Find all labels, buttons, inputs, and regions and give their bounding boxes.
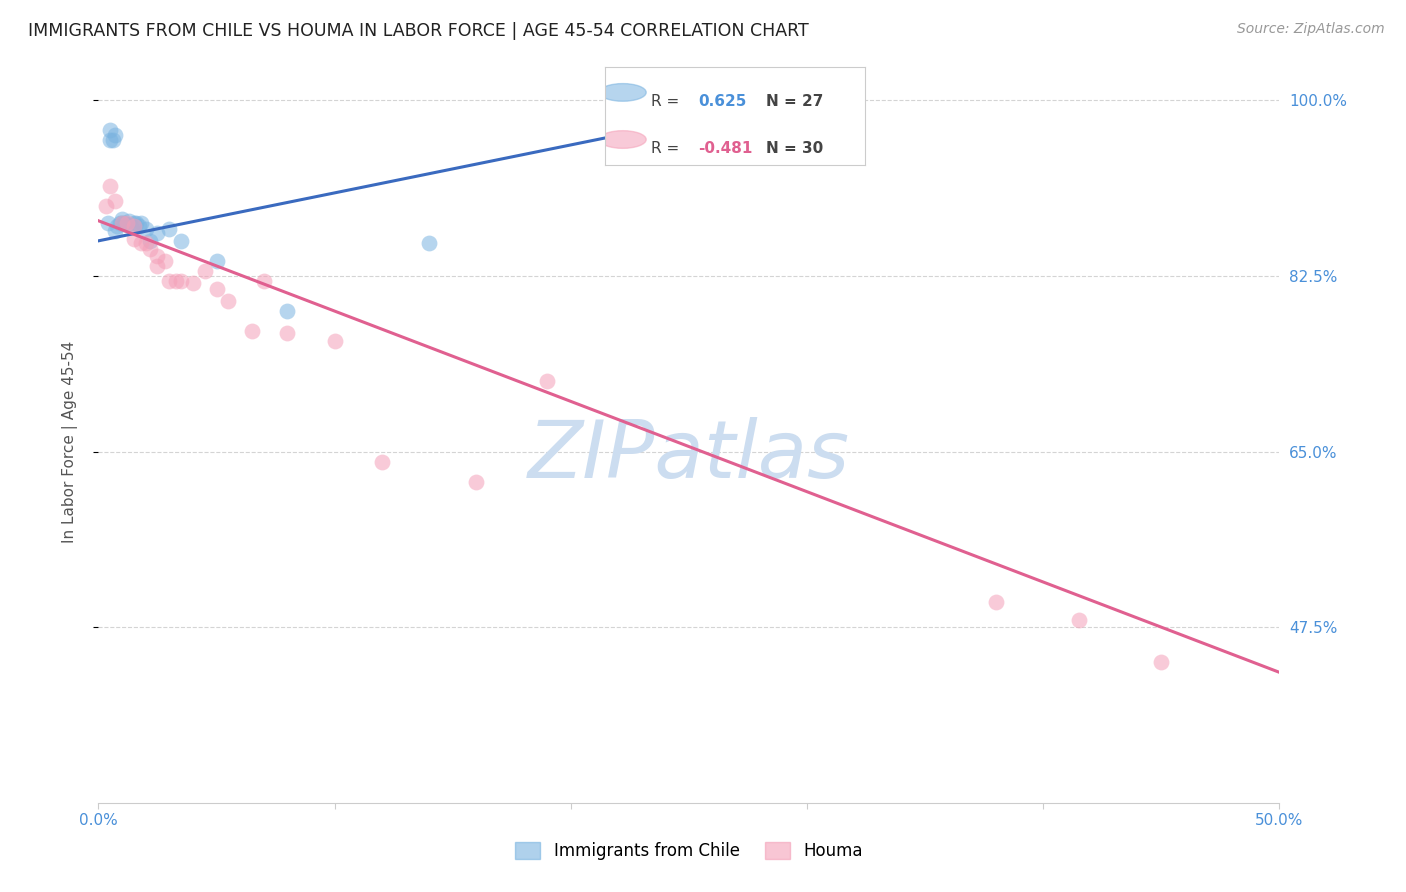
Point: [129, 235, 152, 250]
Point: [101, 133, 124, 147]
Point: [205, 282, 228, 296]
Point: [97, 216, 120, 230]
Point: [98, 178, 121, 193]
Text: ZIPatlas: ZIPatlas: [527, 417, 851, 495]
Point: [104, 194, 127, 208]
Point: [165, 274, 187, 288]
Point: [139, 234, 162, 248]
Point: [984, 595, 1007, 609]
Point: [170, 234, 193, 248]
Point: [276, 326, 298, 340]
Y-axis label: In Labor Force | Age 45-54: In Labor Force | Age 45-54: [62, 341, 77, 542]
Point: [146, 249, 169, 263]
Point: [1067, 613, 1090, 627]
Circle shape: [599, 131, 647, 148]
Point: [146, 259, 169, 273]
Point: [240, 324, 263, 338]
Point: [253, 274, 276, 288]
Legend: Immigrants from Chile, Houma: Immigrants from Chile, Houma: [509, 835, 869, 867]
Text: -0.481: -0.481: [699, 141, 752, 156]
Point: [125, 216, 148, 230]
Point: [122, 232, 145, 246]
Point: [205, 253, 228, 268]
Text: IMMIGRANTS FROM CHILE VS HOUMA IN LABOR FORCE | AGE 45-54 CORRELATION CHART: IMMIGRANTS FROM CHILE VS HOUMA IN LABOR …: [28, 22, 808, 40]
Point: [181, 276, 204, 290]
Point: [135, 235, 157, 250]
Point: [371, 454, 394, 468]
Point: [121, 219, 143, 233]
Point: [323, 334, 346, 348]
Point: [94, 199, 117, 213]
Point: [194, 264, 217, 278]
Text: N = 30: N = 30: [766, 141, 823, 156]
Point: [170, 274, 193, 288]
Point: [465, 475, 488, 489]
Point: [157, 274, 180, 288]
Text: R =: R =: [651, 141, 679, 156]
Point: [115, 218, 138, 232]
Text: 0.625: 0.625: [699, 95, 747, 109]
Point: [104, 224, 127, 238]
Point: [153, 253, 176, 268]
Point: [105, 219, 128, 233]
Text: Source: ZipAtlas.com: Source: ZipAtlas.com: [1237, 22, 1385, 37]
Point: [135, 221, 157, 235]
Point: [418, 235, 440, 250]
Point: [129, 216, 152, 230]
Point: [139, 242, 162, 256]
Point: [111, 216, 134, 230]
Point: [115, 216, 138, 230]
Point: [118, 213, 141, 227]
Circle shape: [599, 84, 647, 102]
Text: R =: R =: [651, 95, 679, 109]
Point: [98, 133, 121, 147]
Point: [122, 216, 145, 230]
Point: [725, 125, 748, 139]
Point: [276, 304, 298, 318]
Point: [157, 221, 180, 235]
Point: [217, 293, 239, 308]
Text: N = 27: N = 27: [766, 95, 824, 109]
Point: [146, 226, 169, 240]
Point: [111, 211, 134, 226]
Point: [122, 219, 145, 233]
Point: [111, 216, 134, 230]
Point: [1150, 655, 1173, 669]
Point: [536, 374, 558, 388]
Point: [108, 216, 131, 230]
Point: [112, 216, 135, 230]
Point: [104, 128, 127, 143]
Point: [98, 123, 121, 137]
Point: [128, 219, 150, 233]
